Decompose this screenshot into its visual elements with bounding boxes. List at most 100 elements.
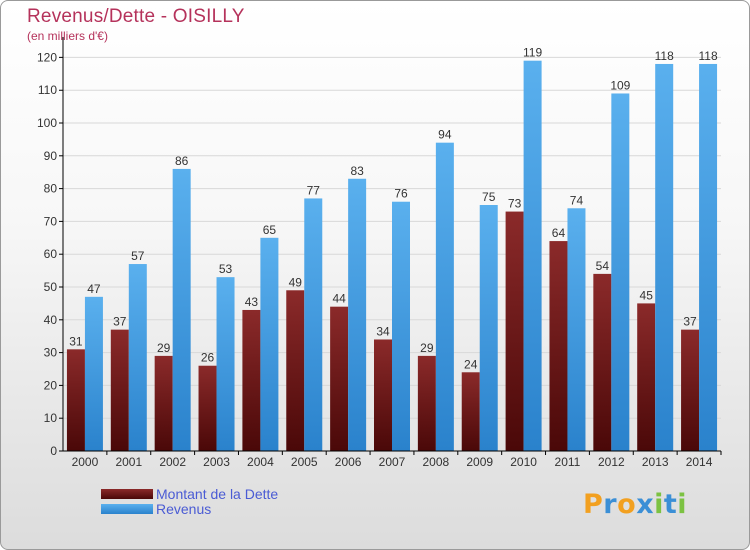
legend-label-revenus: Revenus: [156, 501, 212, 517]
data-label-dette: 34: [376, 324, 390, 338]
x-tick-label: 2004: [247, 455, 274, 469]
y-tick-label: 20: [44, 378, 58, 392]
data-label-revenus: 47: [87, 282, 101, 296]
bar-dette: [242, 309, 261, 451]
y-tick-label: 40: [44, 313, 58, 327]
bar-dette: [286, 290, 305, 451]
x-tick-label: 2009: [466, 455, 493, 469]
bar-revenus: [523, 60, 542, 452]
data-label-revenus: 86: [175, 154, 189, 168]
bar-revenus: [128, 264, 147, 451]
x-tick-label: 2000: [72, 455, 99, 469]
data-label-dette: 49: [289, 275, 303, 289]
data-label-dette: 45: [640, 288, 654, 302]
x-tick-label: 2007: [379, 455, 406, 469]
bar-revenus: [216, 277, 235, 451]
x-tick-label: 2008: [423, 455, 450, 469]
x-tick-label: 2014: [686, 455, 713, 469]
logo-letter: r: [603, 489, 618, 520]
chart-title: Revenus/Dette - OISILLY: [27, 6, 245, 27]
logo-letter: t: [663, 489, 678, 520]
bar-dette: [681, 329, 700, 451]
bar-revenus: [172, 168, 191, 452]
x-tick-label: 2010: [510, 455, 537, 469]
bar-revenus: [392, 201, 410, 451]
data-label-dette: 54: [596, 259, 610, 273]
bar-dette: [330, 306, 349, 451]
y-tick-label: 100: [37, 116, 57, 130]
y-tick-label: 30: [44, 346, 58, 360]
bar-dette: [66, 349, 85, 451]
logo-letter: x: [636, 489, 655, 520]
x-tick-label: 2011: [555, 455, 581, 469]
x-tick-label: 2003: [203, 455, 230, 469]
y-tick-label: 80: [44, 182, 58, 196]
bar-revenus: [655, 63, 674, 452]
bar-dette: [549, 241, 568, 451]
data-label-dette: 37: [683, 315, 697, 329]
data-label-dette: 26: [201, 351, 215, 365]
x-tick-label: 2001: [115, 455, 142, 469]
bar-dette: [198, 365, 217, 451]
bar-dette: [637, 303, 656, 451]
data-label-dette: 31: [69, 334, 83, 348]
data-label-dette: 29: [157, 341, 171, 355]
bar-revenus: [84, 296, 103, 451]
data-label-revenus: 109: [610, 78, 630, 92]
y-tick-label: 70: [44, 214, 58, 228]
data-label-revenus: 53: [219, 262, 233, 276]
x-tick-label: 2012: [598, 455, 625, 469]
logo-letter: P: [583, 489, 604, 520]
bar-revenus: [479, 205, 498, 451]
data-label-revenus: 118: [655, 49, 674, 63]
data-label-revenus: 74: [570, 193, 584, 207]
bar-dette: [593, 273, 612, 451]
bar-dette: [505, 211, 524, 451]
x-tick-label: 2013: [642, 455, 669, 469]
y-tick-label: 60: [44, 247, 58, 261]
data-label-revenus: 118: [698, 49, 717, 63]
data-label-revenus: 94: [438, 128, 452, 142]
data-label-dette: 44: [332, 292, 346, 306]
bar-dette: [417, 355, 436, 451]
bar-dette: [154, 355, 173, 451]
data-label-dette: 64: [552, 226, 566, 240]
bar-revenus: [348, 178, 367, 451]
x-tick-label: 2005: [291, 455, 318, 469]
data-label-revenus: 77: [307, 183, 321, 197]
bar-dette: [461, 372, 480, 451]
logo-letter: i: [654, 489, 664, 520]
bar-revenus: [611, 93, 630, 451]
bar-dette: [110, 329, 129, 451]
axes: 0 10 20 30 40 50 60 70 80 90 100 110 120 2000 2001 2002…: [37, 37, 722, 469]
bar-revenus: [699, 63, 718, 452]
data-label-revenus: 83: [350, 164, 364, 178]
legend-label-dette: Montant de la Dette: [156, 486, 279, 502]
data-label-revenus: 75: [482, 190, 496, 204]
bar-revenus: [567, 208, 586, 451]
legend-swatch-dette: [101, 489, 153, 499]
bar-revenus: [260, 237, 279, 451]
bar-revenus: [435, 142, 454, 451]
y-tick-label: 110: [38, 83, 57, 97]
logo-letter: i: [677, 489, 688, 520]
y-tick-label: 10: [44, 411, 58, 425]
legend-swatch-revenus: [101, 504, 153, 514]
chart-subtitle: (en milliers d'€): [27, 29, 108, 43]
data-label-dette: 73: [508, 197, 522, 211]
data-label-revenus: 76: [394, 187, 408, 201]
data-label-dette: 43: [245, 295, 259, 309]
data-label-dette: 29: [420, 341, 434, 355]
data-label-dette: 24: [464, 357, 478, 371]
bar-dette: [374, 339, 392, 451]
y-tick-label: 50: [44, 280, 58, 294]
logo-letter: o: [617, 489, 637, 520]
y-tick-label: 0: [50, 444, 57, 458]
y-tick-label: 90: [44, 149, 58, 163]
y-tick-label: 120: [37, 50, 57, 64]
x-tick-label: 2006: [335, 455, 362, 469]
data-label-revenus: 57: [131, 249, 145, 263]
proxiti-logo: Proxiti: [583, 489, 687, 520]
